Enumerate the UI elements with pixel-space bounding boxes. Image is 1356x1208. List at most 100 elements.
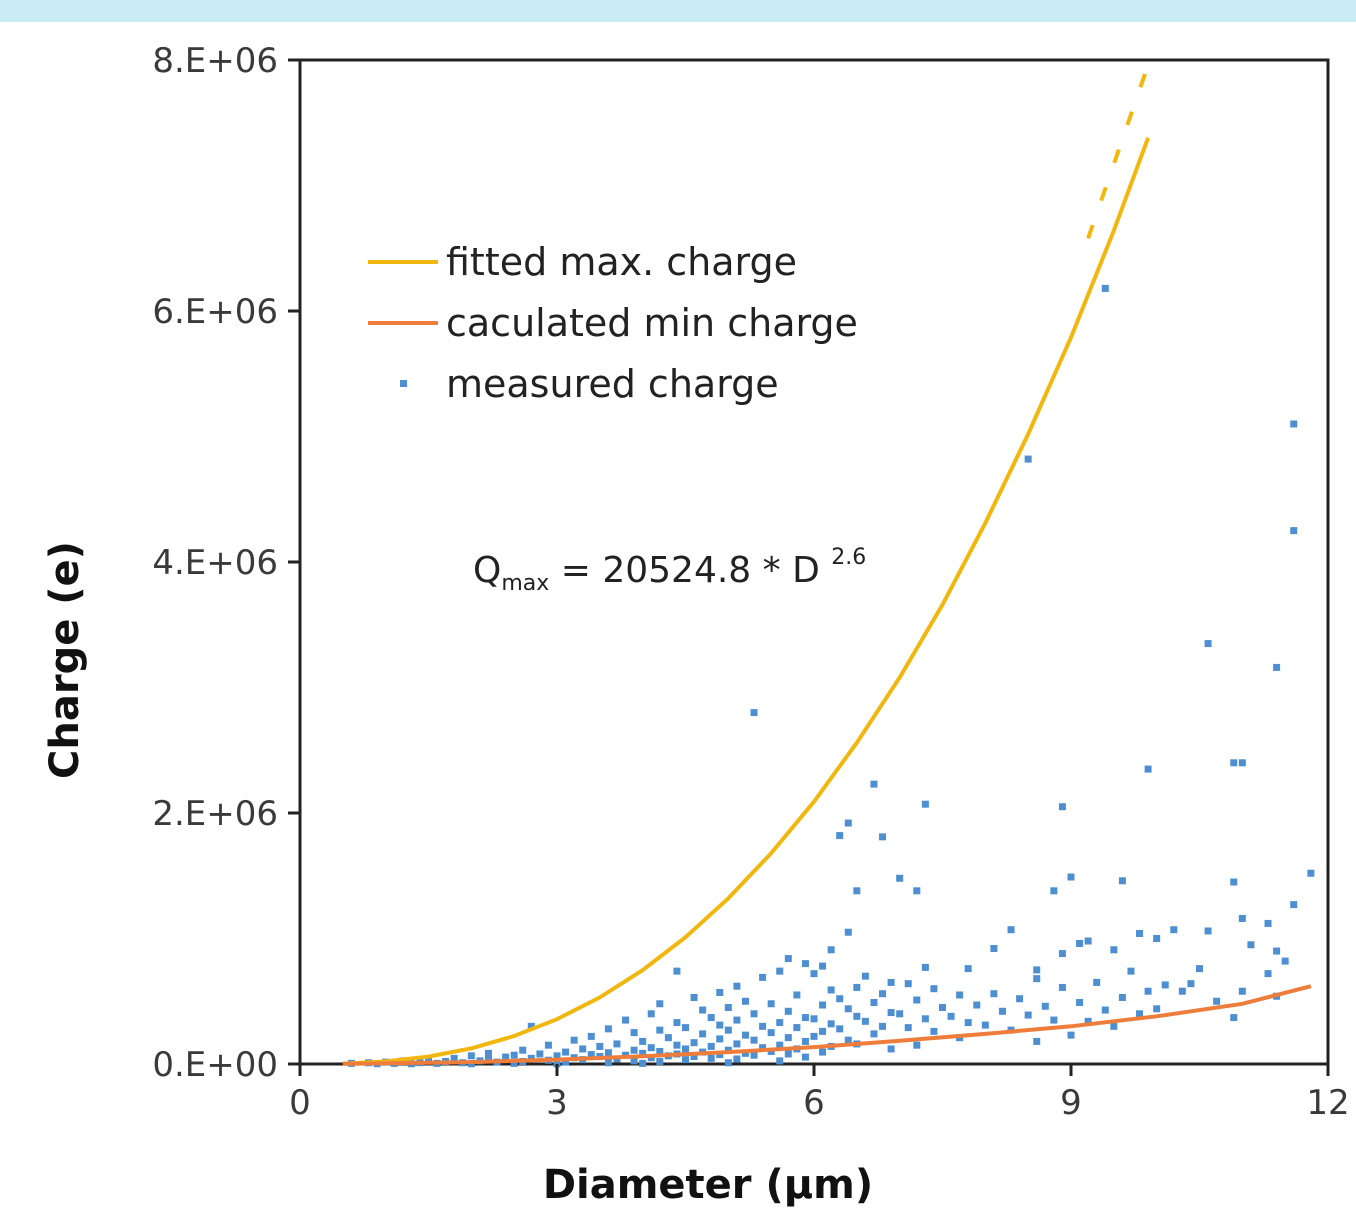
measured-point-65 <box>930 985 938 993</box>
measured-point-162 <box>596 1042 604 1050</box>
y-tick-label-0: 0.E+00 <box>152 1045 278 1085</box>
measured-point-160 <box>776 1041 784 1049</box>
measured-point-48 <box>1033 966 1041 974</box>
measured-point-62 <box>733 982 741 990</box>
x-tick-label-1: 3 <box>546 1083 568 1123</box>
measured-point-108 <box>1230 1014 1238 1022</box>
measured-point-28 <box>1170 926 1178 934</box>
measured-point-72 <box>879 990 887 998</box>
measured-point-144 <box>664 1034 672 1042</box>
measured-point-171 <box>519 1046 527 1054</box>
calculated-min-line <box>342 984 1312 1066</box>
measured-point-223 <box>604 1059 612 1067</box>
measured-point-99 <box>896 1010 904 1018</box>
measured-point-187 <box>716 1051 724 1059</box>
x-axis-title: Diameter (µm) <box>543 1162 873 1208</box>
measured-point-154 <box>690 1039 698 1047</box>
measured-point-57 <box>1093 978 1101 986</box>
measured-point-194 <box>690 1052 698 1060</box>
measured-point-92 <box>844 1005 852 1013</box>
measured-point-18 <box>896 874 904 882</box>
measured-point-37 <box>827 946 835 954</box>
measured-point-159 <box>673 1041 681 1049</box>
measured-point-63 <box>853 983 861 991</box>
measured-point-168 <box>682 1045 689 1053</box>
measured-point-79 <box>1016 995 1024 1003</box>
measured-point-131 <box>656 1026 664 1034</box>
measured-point-36 <box>990 945 998 953</box>
measured-point-21 <box>853 887 861 895</box>
measured-point-97 <box>998 1007 1006 1015</box>
measured-point-27 <box>1007 926 1015 934</box>
measured-point-67 <box>1144 987 1152 995</box>
top-band <box>0 0 1356 22</box>
measured-point-138 <box>699 1030 707 1038</box>
measured-point-200 <box>450 1054 458 1062</box>
measured-point-206 <box>425 1056 432 1064</box>
measured-point-24 <box>1290 901 1298 909</box>
measured-point-35 <box>1247 941 1255 949</box>
measured-point-5 <box>1273 663 1281 671</box>
measured-point-113 <box>733 1016 741 1024</box>
measured-point-69 <box>1238 987 1246 995</box>
measured-point-29 <box>1204 927 1212 935</box>
measured-point-124 <box>879 1022 887 1030</box>
measured-point-70 <box>716 988 724 996</box>
x-tick-label-2: 6 <box>803 1083 825 1123</box>
measured-point-196 <box>502 1053 510 1061</box>
measured-point-143 <box>810 1032 818 1040</box>
measured-point-88 <box>819 1001 827 1009</box>
measured-point-73 <box>956 991 964 999</box>
measured-point-178 <box>819 1048 827 1056</box>
measured-point-9 <box>1144 765 1152 773</box>
measured-point-204 <box>484 1055 492 1063</box>
measured-point-59 <box>904 980 912 988</box>
measured-point-117 <box>776 1019 784 1027</box>
measured-point-100 <box>647 1010 655 1018</box>
measured-point-104 <box>853 1012 861 1020</box>
measured-point-102 <box>1136 1010 1144 1018</box>
measured-point-101 <box>750 1010 758 1018</box>
y-tick-label-4: 8.E+06 <box>152 41 278 81</box>
measured-point-158 <box>544 1041 552 1049</box>
measured-point-129 <box>604 1025 612 1033</box>
measured-point-128 <box>904 1024 912 1032</box>
measured-point-109 <box>810 1015 818 1023</box>
y-tick-label-2: 4.E+06 <box>152 543 278 583</box>
measured-point-33 <box>1084 937 1092 945</box>
measured-point-205 <box>733 1055 741 1063</box>
measured-point-61 <box>1161 981 1169 989</box>
measured-point-181 <box>639 1049 647 1057</box>
measured-point-190 <box>750 1051 758 1059</box>
measured-point-161 <box>913 1041 921 1049</box>
measured-point-152 <box>801 1037 809 1045</box>
measured-point-135 <box>930 1027 938 1035</box>
measured-point-13 <box>844 819 852 827</box>
measured-point-60 <box>1187 980 1195 988</box>
measured-point-26 <box>1264 919 1272 927</box>
measured-point-34 <box>1076 940 1084 948</box>
legend-label-min: caculated min charge <box>446 301 858 345</box>
measured-point-90 <box>724 1004 732 1012</box>
measured-point-165 <box>647 1044 655 1052</box>
measured-point-134 <box>819 1027 827 1035</box>
measured-point-119 <box>827 1020 835 1028</box>
measured-point-155 <box>613 1040 621 1048</box>
measured-point-172 <box>630 1046 638 1054</box>
x-tick-label-3: 9 <box>1060 1083 1082 1123</box>
measured-point-80 <box>913 996 921 1004</box>
fitted-max-line <box>342 137 1150 1066</box>
measured-point-30 <box>844 928 852 936</box>
measured-point-4 <box>1204 640 1212 648</box>
measured-point-212 <box>630 1057 638 1065</box>
measured-point-52 <box>810 970 818 978</box>
measured-point-179 <box>604 1049 612 1057</box>
measured-point-186 <box>587 1051 595 1059</box>
measured-point-71 <box>990 990 998 998</box>
measured-point-95 <box>1101 1006 1109 1014</box>
measured-point-78 <box>836 995 844 1003</box>
measured-point-167 <box>579 1045 587 1053</box>
measured-point-121 <box>716 1021 724 1029</box>
measured-point-140 <box>741 1031 749 1039</box>
